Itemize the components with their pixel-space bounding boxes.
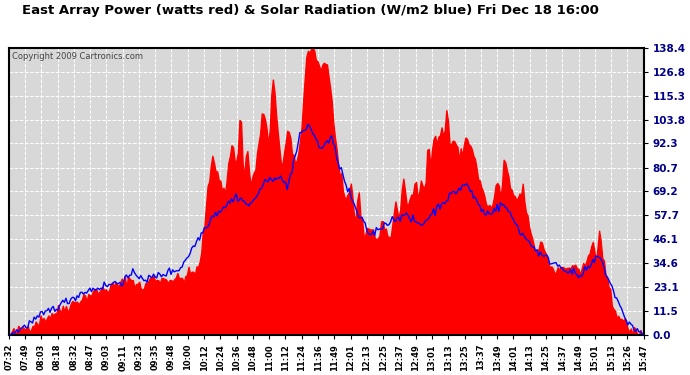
- Text: East Array Power (watts red) & Solar Radiation (W/m2 blue) Fri Dec 18 16:00: East Array Power (watts red) & Solar Rad…: [22, 4, 599, 17]
- Text: Copyright 2009 Cartronics.com: Copyright 2009 Cartronics.com: [12, 52, 143, 61]
